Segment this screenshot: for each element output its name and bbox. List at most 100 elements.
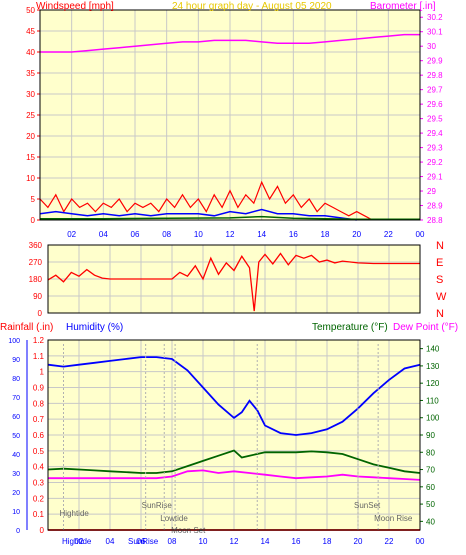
panel2-frame: [47, 244, 421, 314]
panel3-x-tick: 14: [261, 537, 270, 546]
event-label: Lowtide: [160, 514, 188, 523]
panel1-left-tick: 15: [26, 153, 35, 162]
panel1-series: [39, 33, 420, 221]
panel2-left-tick: 90: [33, 292, 42, 301]
panel2-left-tick: 180: [29, 275, 43, 284]
panel2-left-tick: 0: [38, 309, 43, 318]
panel1-left-tick: 50: [26, 6, 35, 15]
panel3-x-tick: 04: [106, 537, 115, 546]
humidity-tick: 100: [8, 338, 20, 345]
panel3-x-tick: 02: [75, 537, 84, 546]
temperature-tick: 70: [426, 466, 435, 475]
humidity-axis-label: Humidity (%): [66, 322, 123, 333]
bottom-sunrise-label: SunRise: [128, 537, 159, 546]
panel1-right-tick: 29: [427, 187, 436, 196]
panel1-right-tick: 30.1: [427, 28, 443, 37]
panel3-x-tick: 08: [168, 537, 177, 546]
panel1-right-tick: 29.6: [427, 100, 443, 109]
humidity-tick: 60: [12, 414, 20, 421]
panel1-frame: [39, 9, 421, 221]
panel3-x-tick: 22: [385, 537, 394, 546]
panel1-x-tick: 06: [131, 230, 140, 239]
rainfall-tick: 1: [40, 368, 45, 377]
temperature-tick: 100: [426, 414, 440, 423]
series-wind-gust: [39, 180, 373, 221]
rainfall-tick: 0.8: [33, 399, 45, 408]
panel1-right-tick: 29.8: [427, 71, 443, 80]
panel3-x-tick: 10: [199, 537, 208, 546]
series-wind-direction: [47, 252, 420, 312]
temperature-tick: 120: [426, 379, 440, 388]
panel1-right-tick: 29.2: [427, 158, 443, 167]
panel1-x-tick: 22: [384, 230, 393, 239]
rainfall-tick: 0.1: [33, 510, 45, 519]
panel2-series: [47, 252, 420, 312]
event-label: SunRise: [142, 501, 173, 510]
humidity-tick: 40: [12, 452, 20, 459]
panel1-x-tick: 20: [352, 230, 361, 239]
panel2-left-tick: 360: [29, 241, 43, 250]
panel2-compass-label: W: [436, 291, 447, 303]
panel2-left-tick: 270: [29, 258, 43, 267]
rainfall-tick: 0.7: [33, 415, 45, 424]
panel1-left-tick: 20: [26, 132, 35, 141]
panel1-left-tick: 40: [26, 48, 35, 57]
panel1-left-tick: 25: [26, 111, 35, 120]
panel3-x-tick: 20: [354, 537, 363, 546]
panel1-x-tick: 02: [67, 230, 76, 239]
temperature-tick: 110: [426, 396, 439, 405]
event-label: Hightide: [60, 509, 90, 518]
panel1-x-tick: 10: [194, 230, 203, 239]
panel2-ticks: 0 N 90 W 180 S 270 E 360 N: [29, 240, 447, 320]
dewpoint-axis-label: Dew Point (°F): [393, 322, 458, 333]
rainfall-tick: 0: [40, 526, 45, 535]
event-label: Moon Rise: [374, 514, 413, 523]
panel2-compass-label: S: [436, 274, 443, 286]
humidity-tick: 20: [12, 490, 20, 497]
rainfall-axis-label: Rainfall (.in): [0, 322, 53, 333]
panel2-compass-label: N: [436, 308, 444, 320]
temperature-tick: 80: [426, 448, 435, 457]
panel3-x-tick: 18: [323, 537, 332, 546]
humidity-tick: 0: [16, 528, 20, 535]
panel3-x-tick: 00: [416, 537, 425, 546]
panel1-left-tick: 45: [26, 27, 35, 36]
panel1-x-tick: 04: [99, 230, 108, 239]
humidity-tick: 30: [12, 471, 20, 478]
series-wind-low: [40, 215, 420, 220]
rainfall-tick: 0.6: [33, 431, 45, 440]
panel1-x-tick: 12: [226, 230, 235, 239]
barometer-axis-label: Barometer [.in]: [370, 1, 436, 12]
temperature-tick: 130: [426, 362, 440, 371]
panel1-left-tick: 35: [26, 69, 35, 78]
rainfall-tick: 0.9: [33, 384, 45, 393]
panel3-x-tick: 06: [137, 537, 146, 546]
rainfall-tick: 1.2: [33, 336, 45, 345]
rainfall-tick: 0.2: [33, 494, 45, 503]
rainfall-tick: 0.4: [33, 463, 45, 472]
panel1-left-tick: 30: [26, 90, 35, 99]
temperature-tick: 140: [426, 345, 440, 354]
panel1-x-tick: 14: [257, 230, 266, 239]
panel1-right-tick: 28.8: [427, 216, 443, 225]
panel1-right-tick: 29.1: [427, 173, 443, 182]
panel1-left-tick: 0: [31, 216, 36, 225]
series-barometer: [40, 33, 420, 53]
series-wind-avg: [39, 208, 357, 221]
temperature-tick: 50: [426, 500, 435, 509]
panel1-x-tick: 18: [321, 230, 330, 239]
temperature-tick: 60: [426, 483, 435, 492]
panel1-ticks: 02 04 06 08 10 12 14 16 18 20 22 000510152025303540…: [26, 6, 443, 239]
humidity-tick: 10: [12, 509, 20, 516]
humidity-tick: 80: [12, 376, 20, 383]
rainfall-tick: 0.3: [33, 479, 45, 488]
panel1-right-tick: 29.9: [427, 57, 443, 66]
panel1-x-tick: 08: [162, 230, 171, 239]
windspeed-axis-label: Windspeed [mph]: [36, 1, 114, 12]
chart-title: 24 hour graph day - August 05 2020: [172, 1, 332, 12]
panel3-ticks: 02 04 06 08 10 12 14 16 18 20 22 0000.10.20.30.40.5…: [8, 336, 440, 546]
panel1-right-tick: 29.7: [427, 86, 443, 95]
panel2-compass-label: N: [436, 240, 444, 252]
